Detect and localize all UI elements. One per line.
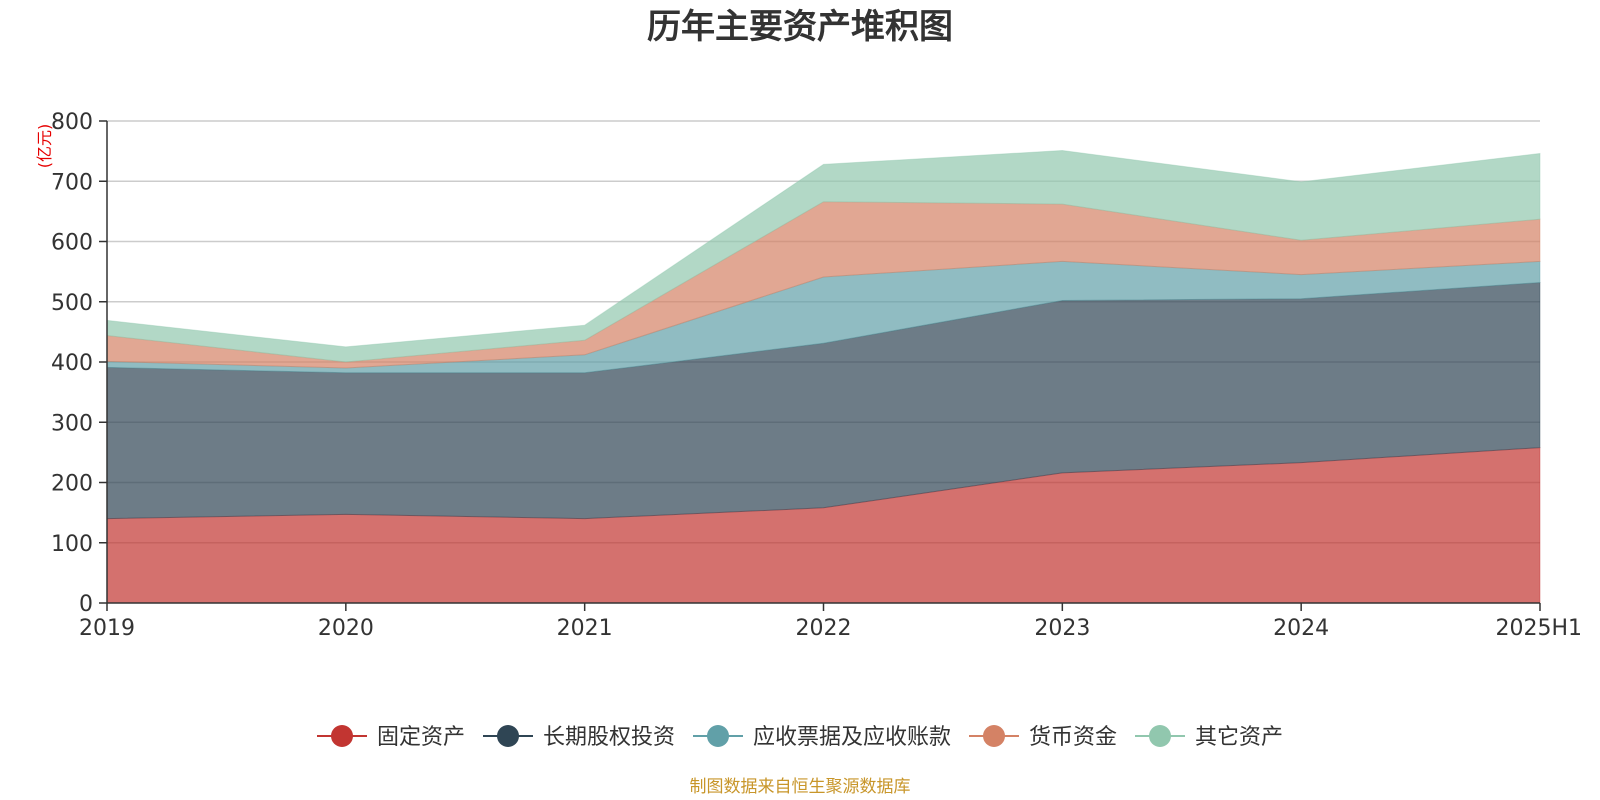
y-tick-label: 100 xyxy=(51,532,93,557)
y-tick-label: 700 xyxy=(51,170,93,195)
legend-marker xyxy=(707,725,729,747)
x-tick-label: 2024 xyxy=(1273,616,1329,641)
legend-item-1[interactable]: 固定资产 xyxy=(317,725,465,750)
legend-marker xyxy=(331,725,353,747)
x-tick-label: 2023 xyxy=(1034,616,1090,641)
legend-label: 长期股权投资 xyxy=(543,725,675,750)
x-tick-label: 2020 xyxy=(318,616,374,641)
area-series-5 xyxy=(106,149,1541,363)
legend-label: 应收票据及应收账款 xyxy=(753,725,951,750)
x-tick-label: 2025H1 xyxy=(1495,616,1582,641)
legend-item-5[interactable]: 其它资产 xyxy=(1135,725,1283,750)
y-tick-label: 600 xyxy=(51,231,93,256)
axes xyxy=(99,120,1541,611)
series-areas xyxy=(106,149,1541,604)
legend-marker xyxy=(983,725,1005,747)
legend-label: 其它资产 xyxy=(1195,725,1283,750)
area-series-2 xyxy=(106,281,1541,520)
y-tick-label: 200 xyxy=(51,472,93,497)
source-note: 制图数据来自恒生聚源数据库 xyxy=(690,777,911,797)
y-tick-label: 500 xyxy=(51,291,93,316)
legend: 固定资产 长期股权投资 应收票据及应收账款 货币资金 其它资产 xyxy=(317,725,1283,750)
legend-label: 货币资金 xyxy=(1029,725,1117,750)
y-tick-label: 0 xyxy=(79,592,93,617)
x-tick-label: 2019 xyxy=(79,616,135,641)
chart-title: 历年主要资产堆积图 xyxy=(647,7,953,47)
y-tick-label: 800 xyxy=(51,110,93,135)
legend-item-4[interactable]: 货币资金 xyxy=(969,725,1117,750)
y-tick-labels: 0 100 200 300 400 500 600 700 800 xyxy=(51,110,93,617)
x-tick-labels: 2019 2020 2021 2022 2023 2024 2025H1 xyxy=(79,616,1582,641)
legend-label: 固定资产 xyxy=(377,725,465,750)
legend-item-2[interactable]: 长期股权投资 xyxy=(483,725,675,750)
x-tick-label: 2022 xyxy=(796,616,852,641)
legend-item-3[interactable]: 应收票据及应收账款 xyxy=(693,725,951,750)
y-tick-label: 300 xyxy=(51,411,93,436)
y-tick-label: 400 xyxy=(51,351,93,376)
legend-marker xyxy=(1149,725,1171,747)
y-axis-unit: (亿元) xyxy=(35,124,54,169)
area-series-3 xyxy=(106,260,1541,374)
legend-marker xyxy=(497,725,519,747)
x-tick-label: 2021 xyxy=(557,616,613,641)
